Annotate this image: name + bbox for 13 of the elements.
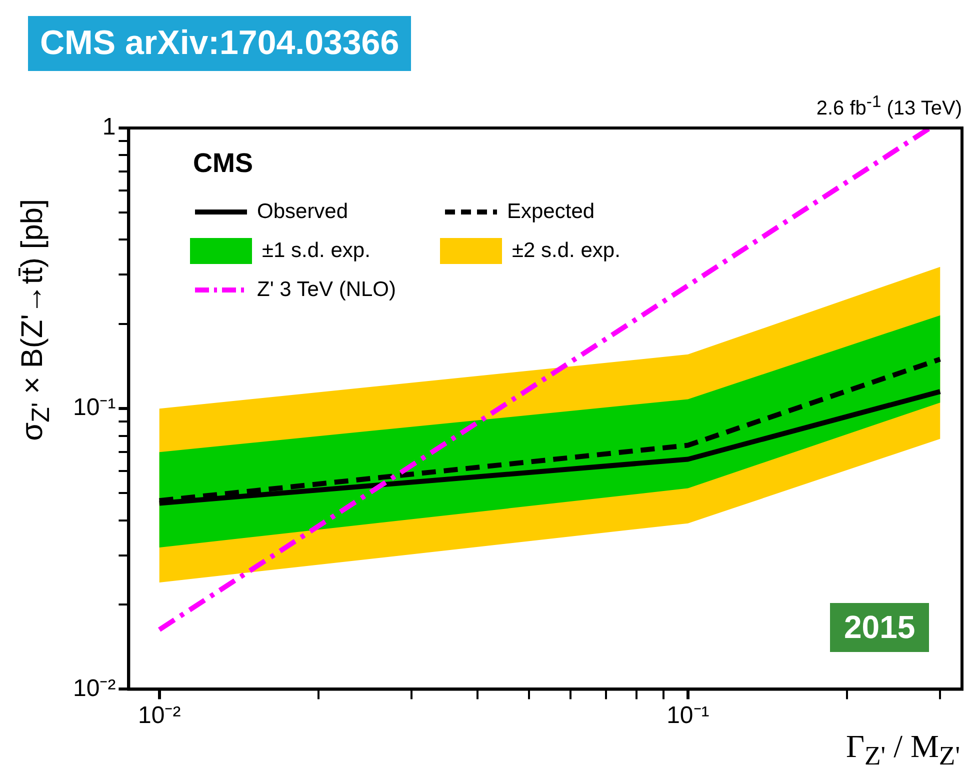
legend-label: Observed	[257, 200, 348, 224]
annotation: 2015	[830, 603, 930, 652]
legend-label: ±1 s.d. exp.	[262, 239, 370, 263]
chart-title: CMS arXiv:1704.03366	[28, 16, 412, 71]
x-axis-title: Γ$_{Z'}$ / M$_{Z'}$	[846, 728, 960, 772]
text: 2.6 fb$^{-1}$ (13 TeV)	[816, 92, 962, 121]
y-tick-label: 10⁻²	[73, 674, 116, 702]
legend-label: ±2 s.d. exp.	[512, 239, 620, 263]
legend-label: Z' 3 TeV (NLO)	[257, 278, 396, 302]
y-tick-label: 1	[102, 114, 116, 141]
annotation: CMS	[193, 148, 253, 179]
y-tick-label: 10⁻¹	[73, 394, 116, 422]
legend-label: Expected	[507, 200, 595, 224]
